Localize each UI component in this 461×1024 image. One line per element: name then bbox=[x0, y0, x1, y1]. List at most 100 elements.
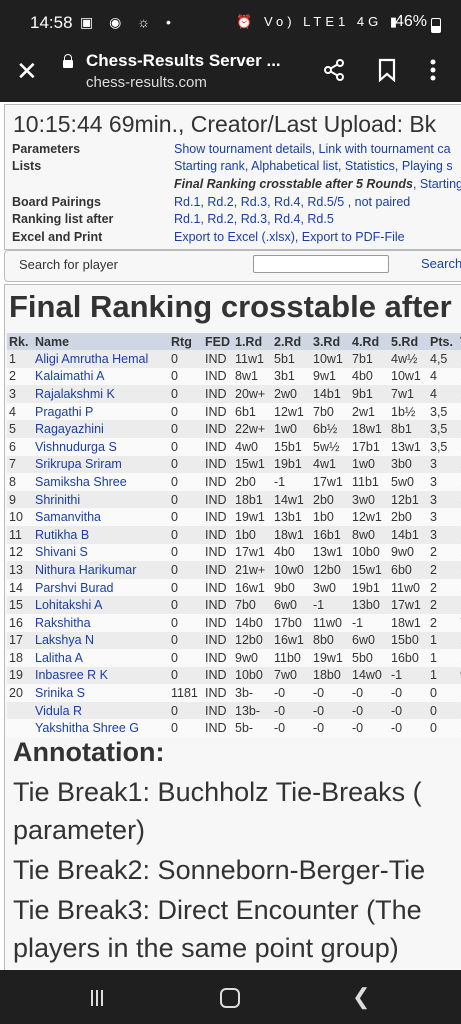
col-round-4: 9b1 bbox=[350, 385, 389, 403]
col-rating-header: Rtg bbox=[169, 333, 203, 350]
col-points: 3 bbox=[428, 490, 458, 509]
col-round-2: -0 bbox=[272, 701, 311, 720]
home-icon[interactable] bbox=[220, 988, 240, 1008]
col-name[interactable]: Srikrupa Sriram bbox=[33, 455, 169, 474]
col-round-3: 11w0 bbox=[311, 613, 350, 632]
network-label: Vo) LTE1 4G bbox=[264, 14, 383, 29]
col-rank: 15 bbox=[7, 596, 33, 614]
table-row: 9Shrinithi0IND18b114w12b03w012b1312 bbox=[7, 490, 461, 509]
col-round-4: 18w1 bbox=[350, 420, 389, 438]
col-rating: 0 bbox=[169, 649, 203, 667]
col-points: 2 bbox=[428, 596, 458, 614]
col-name[interactable]: Pragathi P bbox=[33, 402, 169, 421]
col-name[interactable]: Rakshitha bbox=[33, 613, 169, 632]
notification-icons: ▣ ◉ ☼ • bbox=[80, 14, 177, 30]
col-round-1: 3b- bbox=[233, 684, 272, 702]
col-name[interactable]: Nithura Harikumar bbox=[33, 561, 169, 579]
col-name[interactable]: Rajalakshmi K bbox=[33, 385, 169, 403]
annotation-heading: Annotation: bbox=[13, 737, 165, 767]
col-points: 4 bbox=[428, 367, 458, 386]
col-name[interactable]: Samiksha Shree bbox=[33, 473, 169, 491]
col-federation: IND bbox=[203, 613, 233, 632]
col-round-4: 8w0 bbox=[350, 525, 389, 544]
col-round-4: 7b1 bbox=[350, 350, 389, 368]
share-icon[interactable] bbox=[322, 58, 346, 88]
col-name[interactable]: Srinika S bbox=[33, 684, 169, 702]
web-content: 10:15:44 69min., Creator/Last Upload: Bk… bbox=[0, 102, 461, 970]
col-name[interactable]: Lakshya N bbox=[33, 631, 169, 650]
board-pairings-links[interactable]: Rd.1, Rd.2, Rd.3, Rd.4, Rd.5/5 , not pai… bbox=[174, 195, 411, 209]
col-name[interactable]: Shrinithi bbox=[33, 490, 169, 509]
table-body: 1 Aligi Amrutha Hemal 0 IND 11w1 5b1 10w1 7b1 4w… bbox=[7, 350, 461, 738]
col-name[interactable]: Kalaimathi A bbox=[33, 367, 169, 386]
starting-rank-link[interactable]: , Starting ra bbox=[412, 177, 461, 191]
lists-label: Lists bbox=[12, 159, 42, 173]
col-round-3: 19w1 bbox=[311, 649, 350, 667]
col-rating: 1181 bbox=[169, 684, 203, 702]
col-name[interactable]: Yakshitha Shree G bbox=[33, 719, 169, 738]
col-rating: 0 bbox=[169, 719, 203, 738]
current-list-label: Final Ranking crosstable after 5 Rounds bbox=[174, 177, 413, 191]
col-name[interactable]: Lalitha A bbox=[33, 649, 169, 667]
parameters-links[interactable]: Show tournament details, Link with tourn… bbox=[174, 142, 451, 156]
col-round-3: 16b1 bbox=[311, 525, 350, 544]
search-button[interactable]: Search bbox=[421, 256, 461, 271]
col-points: 2 bbox=[428, 578, 458, 597]
col-rating: 0 bbox=[169, 543, 203, 562]
col-round-2-header: 2.Rd bbox=[272, 333, 311, 350]
search-input[interactable] bbox=[253, 255, 389, 273]
col-round-1: 11w1 bbox=[233, 350, 272, 368]
url-text[interactable]: chess-results.com bbox=[86, 74, 207, 91]
col-points: 3,5 bbox=[428, 420, 458, 438]
recents-icon[interactable] bbox=[91, 990, 107, 1006]
col-name-header: Name bbox=[33, 333, 169, 350]
col-rating: 0 bbox=[169, 613, 203, 632]
tournament-headline: 10:15:44 69min., Creator/Last Upload: Bk bbox=[13, 111, 437, 137]
col-rating: 0 bbox=[169, 350, 203, 368]
col-name[interactable]: Lohitakshi A bbox=[33, 596, 169, 614]
col-points: 4 bbox=[428, 385, 458, 403]
col-round-2: 9b0 bbox=[272, 578, 311, 597]
back-icon[interactable]: ❮ bbox=[352, 984, 371, 1009]
col-name[interactable]: Vishnudurga S bbox=[33, 437, 169, 456]
col-round-3: 12b0 bbox=[311, 561, 350, 579]
col-round-2: 5b1 bbox=[272, 350, 311, 368]
col-round-4: 19b1 bbox=[350, 578, 389, 597]
col-name[interactable]: Rutikha B bbox=[33, 525, 169, 544]
export-links[interactable]: Export to Excel (.xlsx), Export to PDF-F… bbox=[174, 230, 405, 244]
col-round-5: 5w0 bbox=[389, 473, 428, 491]
col-round-3: 17w1 bbox=[311, 473, 350, 491]
col-rank: 18 bbox=[7, 649, 33, 667]
bookmark-icon[interactable] bbox=[376, 58, 398, 88]
col-rank: 8 bbox=[7, 473, 33, 491]
col-round-4: 15w1 bbox=[350, 561, 389, 579]
col-name[interactable]: Ragayazhini bbox=[33, 420, 169, 438]
col-name[interactable]: Inbasree R K bbox=[33, 666, 169, 685]
col-round-2: 13b1 bbox=[272, 508, 311, 526]
col-points: 4,5 bbox=[428, 350, 458, 368]
col-name[interactable]: Samanvitha bbox=[33, 508, 169, 526]
system-nav-bar: ❮ bbox=[0, 970, 461, 1024]
tournament-header-box: 10:15:44 69min., Creator/Last Upload: Bk… bbox=[4, 104, 461, 250]
col-name[interactable]: Parshvi Burad bbox=[33, 578, 169, 597]
more-options-icon[interactable] bbox=[430, 58, 436, 88]
col-round-1: 5b- bbox=[233, 719, 272, 738]
col-round-3: -1 bbox=[311, 596, 350, 614]
board-pairings-label: Board Pairings bbox=[12, 195, 101, 209]
lists-links[interactable]: Starting rank, Alphabetical list, Statis… bbox=[174, 159, 453, 173]
col-round-5: 12b1 bbox=[389, 490, 428, 509]
col-name[interactable]: Vidula R bbox=[33, 701, 169, 720]
col-name[interactable]: Shivani S bbox=[33, 543, 169, 562]
annotation-line: Tie Break3: Direct Encounter (The bbox=[13, 895, 422, 925]
col-rating: 0 bbox=[169, 473, 203, 491]
lock-icon[interactable] bbox=[63, 54, 73, 68]
col-federation: IND bbox=[203, 508, 233, 526]
close-icon[interactable]: ✕ bbox=[16, 56, 38, 86]
col-federation: IND bbox=[203, 596, 233, 614]
col-name[interactable]: Aligi Amrutha Hemal bbox=[33, 350, 169, 368]
ranking-list-links[interactable]: Rd.1, Rd.2, Rd.3, Rd.4, Rd.5 bbox=[174, 212, 334, 226]
col-rating: 0 bbox=[169, 631, 203, 650]
col-round-1: 16w1 bbox=[233, 578, 272, 597]
